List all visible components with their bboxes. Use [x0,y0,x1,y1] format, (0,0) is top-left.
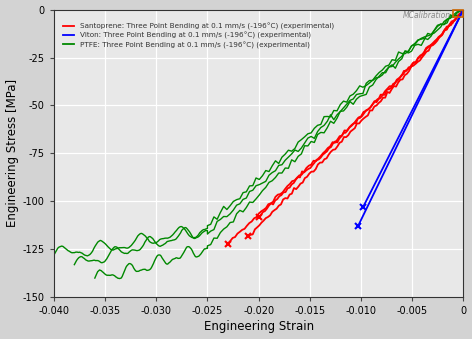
Legend: Santoprene: Three Point Bending at 0.1 mm/s (-196°C) (experimental), Viton: Thre: Santoprene: Three Point Bending at 0.1 m… [61,22,335,50]
Text: MCalibration: MCalibration [403,11,451,20]
Y-axis label: Engineering Stress [MPa]: Engineering Stress [MPa] [6,79,18,227]
X-axis label: Engineering Strain: Engineering Strain [203,320,314,334]
